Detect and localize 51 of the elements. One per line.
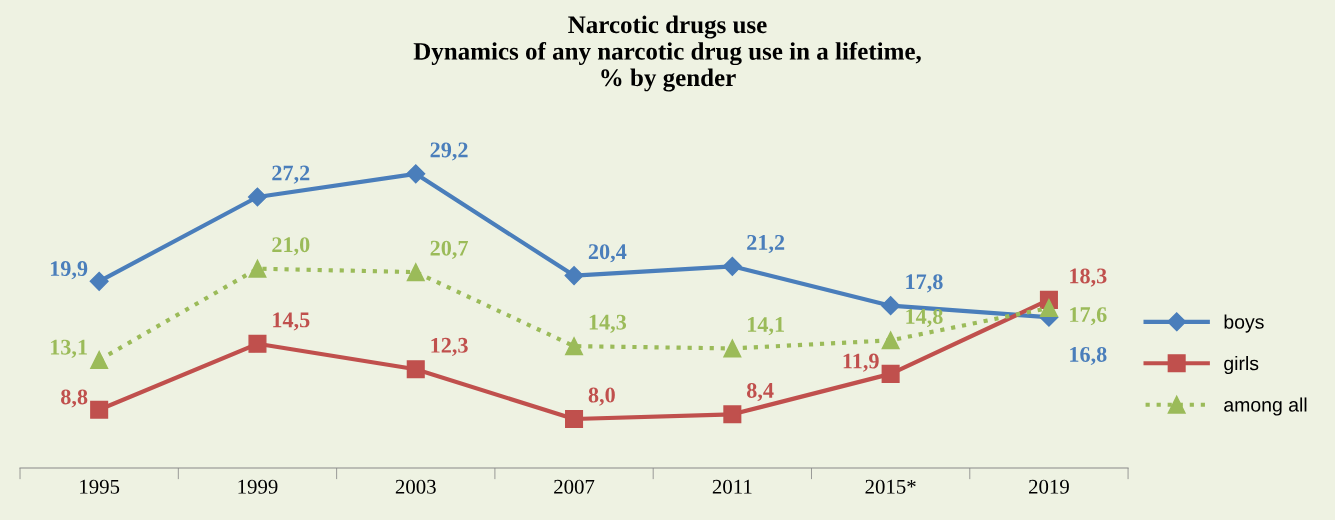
point xyxy=(881,296,901,316)
data-label: 8,8 xyxy=(61,389,88,408)
data-label: 20,4 xyxy=(588,244,627,263)
point xyxy=(1039,298,1058,317)
point xyxy=(881,364,900,383)
data-label: 19,9 xyxy=(50,261,88,280)
x-tick-label: 2015* xyxy=(865,479,916,494)
data-label: 17,8 xyxy=(906,274,943,293)
chart-title: Narcotic drugs use Dynamics of any narcotic drug use in a lifetime, % by gender xyxy=(413,15,921,92)
data-label: 16,8 xyxy=(1070,346,1107,366)
point xyxy=(406,263,425,282)
point xyxy=(564,266,584,286)
point xyxy=(89,271,109,291)
x-tick-label: 2011 xyxy=(712,479,752,494)
data-label: 20,7 xyxy=(430,240,468,259)
point xyxy=(248,334,267,353)
legend-label: boys xyxy=(1224,314,1264,333)
point xyxy=(406,360,425,379)
point xyxy=(565,409,584,428)
data-label: 8,4 xyxy=(746,382,774,402)
legend-label: among all xyxy=(1224,397,1307,416)
point xyxy=(722,256,742,276)
point xyxy=(565,337,584,356)
data-label: 17,6 xyxy=(1070,307,1107,326)
x-tick-label: 1995 xyxy=(80,479,120,494)
point xyxy=(90,350,109,370)
point xyxy=(881,331,900,350)
x-tick-label: 1999 xyxy=(238,479,278,494)
data-label: 27,2 xyxy=(272,165,310,184)
point xyxy=(723,405,742,424)
point xyxy=(406,164,426,184)
legend-label: girls xyxy=(1224,355,1259,375)
data-label: 8,0 xyxy=(588,387,615,406)
x-tick-label: 2007 xyxy=(554,479,595,494)
data-label: 12,3 xyxy=(431,337,468,357)
data-label: 14,1 xyxy=(748,317,784,336)
data-label: 11,9 xyxy=(843,353,879,372)
point xyxy=(248,259,267,278)
data-label: 18,3 xyxy=(1070,268,1107,287)
data-label: 14,3 xyxy=(589,314,627,333)
point xyxy=(247,187,267,207)
point xyxy=(723,339,742,358)
data-label: 21,2 xyxy=(747,234,785,254)
data-label: 21,0 xyxy=(272,237,310,256)
x-tick-label: 2019 xyxy=(1029,479,1069,494)
x-tick-label: 2003 xyxy=(395,479,436,494)
data-label: 29,2 xyxy=(430,142,468,161)
data-label: 13,1 xyxy=(50,339,87,358)
point xyxy=(90,400,109,419)
data-label: 14,8 xyxy=(906,308,943,328)
data-label: 14,5 xyxy=(273,312,310,331)
